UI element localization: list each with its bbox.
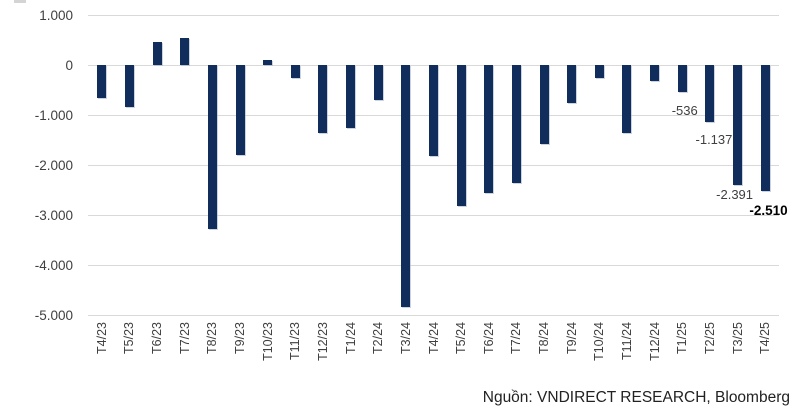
bar xyxy=(97,65,107,98)
x-tick-label: T2/24 xyxy=(371,322,386,354)
y-tick-label: -2.000 xyxy=(34,157,73,173)
x-tick-label: T7/24 xyxy=(509,322,524,354)
gridline xyxy=(88,265,779,266)
gridline xyxy=(88,15,779,16)
x-tick-label: T12/23 xyxy=(315,322,330,361)
y-tick-label: -3.000 xyxy=(34,207,73,223)
bar xyxy=(511,65,521,183)
bar xyxy=(263,59,273,65)
x-tick-label: T3/24 xyxy=(398,322,413,354)
bar xyxy=(484,65,494,193)
bar xyxy=(677,65,687,92)
x-tick-label: T4/23 xyxy=(94,322,109,354)
x-tick-label: T12/24 xyxy=(647,322,662,361)
source-caption: Nguồn: VNDIRECT RESEARCH, Bloomberg xyxy=(482,389,790,406)
bar xyxy=(733,65,743,185)
x-tick-label: T11/24 xyxy=(619,322,634,360)
x-tick-label: T9/24 xyxy=(564,322,579,354)
gridline xyxy=(88,315,779,316)
bar xyxy=(760,65,770,191)
x-tick-label: T3/25 xyxy=(730,322,745,354)
clipped-legend-artifact xyxy=(14,0,26,3)
bar xyxy=(207,65,217,229)
y-tick-label: -1.000 xyxy=(34,107,73,123)
bar xyxy=(346,65,356,128)
bar xyxy=(622,65,632,133)
y-tick-label: 0 xyxy=(65,57,73,73)
x-tick-label: T1/24 xyxy=(343,322,358,354)
x-tick-label: T6/23 xyxy=(150,322,165,354)
bar xyxy=(567,65,577,103)
gridline xyxy=(88,215,779,216)
bar xyxy=(594,65,604,78)
x-tick-label: T5/24 xyxy=(454,322,469,354)
bar xyxy=(429,65,438,156)
bar xyxy=(373,65,383,100)
bar xyxy=(235,65,245,155)
bar xyxy=(180,38,190,65)
bar xyxy=(456,65,466,206)
bar xyxy=(650,65,660,81)
x-tick-label: T2/25 xyxy=(702,322,717,354)
bar xyxy=(152,41,162,65)
bar xyxy=(539,65,549,144)
x-tick-label: T10/23 xyxy=(260,322,275,361)
x-tick-label: T9/23 xyxy=(233,322,248,354)
bar-data-label: -2.391 xyxy=(716,186,754,202)
x-tick-label: T10/24 xyxy=(592,322,607,361)
gridline xyxy=(88,165,779,166)
bar-data-label: -1.137 xyxy=(695,131,733,147)
x-tick-label: T6/24 xyxy=(481,322,496,354)
x-tick-label: T7/23 xyxy=(177,322,192,354)
x-tick-label: T8/23 xyxy=(205,322,220,354)
bar xyxy=(401,65,411,307)
bar-data-label: -536 xyxy=(671,102,698,118)
y-tick-label: -4.000 xyxy=(34,257,73,273)
x-tick-label: T4/25 xyxy=(758,322,773,354)
bar xyxy=(124,65,134,107)
bar xyxy=(290,65,300,78)
x-tick-label: T4/24 xyxy=(426,322,441,354)
x-tick-label: T1/25 xyxy=(675,322,690,354)
x-tick-label: T5/23 xyxy=(122,322,137,354)
bar-data-label: -2.510 xyxy=(749,202,788,218)
bar xyxy=(318,65,328,133)
x-tick-label: T8/24 xyxy=(537,322,552,354)
y-tick-label: -5.000 xyxy=(34,307,73,323)
y-tick-label: 1.000 xyxy=(39,7,73,23)
x-tick-label: T11/23 xyxy=(288,322,303,360)
bar xyxy=(705,65,715,122)
